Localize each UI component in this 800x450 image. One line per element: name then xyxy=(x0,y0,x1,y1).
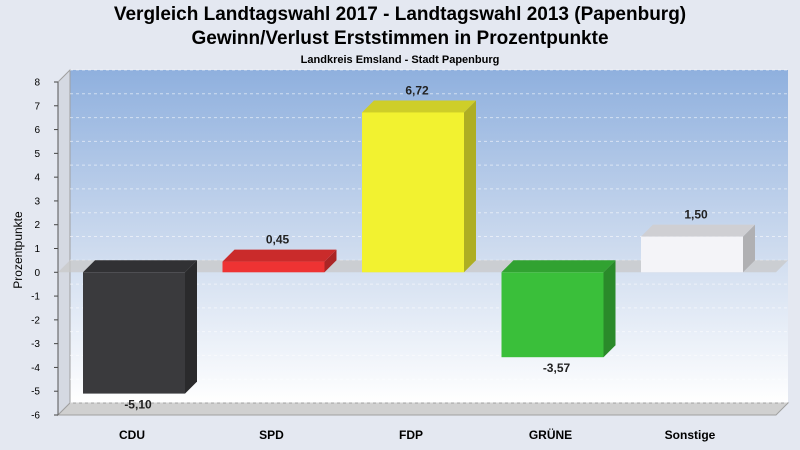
chart-title: Vergleich Landtagswahl 2017 - Landtagswa… xyxy=(113,4,687,25)
x-tick-label: Sonstige xyxy=(665,428,716,442)
x-tick-label: FDP xyxy=(399,428,423,442)
bar-top xyxy=(222,249,337,262)
x-tick-label: GRÜNE xyxy=(529,427,572,442)
data-label: -3,57 xyxy=(543,361,571,375)
y-tick-label: 5 xyxy=(34,149,40,160)
bar-top xyxy=(641,224,755,237)
bar-cdu xyxy=(83,272,185,394)
bar-top xyxy=(362,100,476,113)
y-tick-label: -6 xyxy=(31,411,40,422)
data-label: 1,50 xyxy=(684,208,708,222)
bar-fdp xyxy=(362,112,464,273)
y-tick-label: 6 xyxy=(34,125,40,136)
y-tick-label: -1 xyxy=(31,292,40,303)
y-tick-label: -5 xyxy=(31,387,40,398)
data-label: -5,10 xyxy=(124,398,152,412)
y-tick-label: 2 xyxy=(34,220,40,231)
bar-side xyxy=(743,224,755,273)
y-tick-label: 1 xyxy=(34,244,40,255)
bar-side xyxy=(185,260,197,394)
y-tick-label: 4 xyxy=(34,173,40,184)
data-label: 6,72 xyxy=(405,83,429,97)
plot-floor xyxy=(56,402,790,416)
bar-side xyxy=(603,260,616,358)
y-tick-label: 3 xyxy=(34,196,40,207)
y-tick-label: 8 xyxy=(34,78,40,89)
bar-top xyxy=(83,260,197,273)
bar-top xyxy=(501,260,616,273)
chart-title-line-2: Gewinn/Verlust Erststimmen in Prozentpun… xyxy=(191,28,609,49)
x-tick-label: CDU xyxy=(119,428,145,442)
data-label: 0,45 xyxy=(266,233,290,247)
bar-side xyxy=(324,249,337,273)
chart-subtitle: Landkreis Emsland - Stadt Papenburg xyxy=(300,54,500,66)
plot-side-wall xyxy=(57,68,71,417)
bar-spd xyxy=(222,261,325,273)
y-tick-label: -4 xyxy=(31,363,40,374)
bar-side xyxy=(464,100,476,273)
bar-sonstige xyxy=(641,236,743,273)
y-tick-label: -3 xyxy=(31,339,40,350)
y-tick-label: -2 xyxy=(31,315,40,326)
bar-grüne xyxy=(501,272,604,358)
y-tick-label: 0 xyxy=(34,268,40,279)
x-tick-label: SPD xyxy=(259,428,284,442)
y-tick-label: 7 xyxy=(34,101,40,112)
